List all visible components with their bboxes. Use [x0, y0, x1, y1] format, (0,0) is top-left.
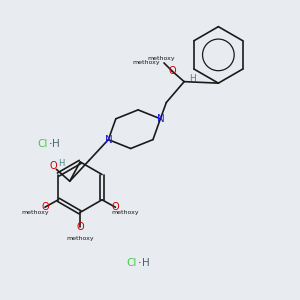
Text: ·: ·: [49, 139, 52, 149]
Text: ·: ·: [138, 258, 141, 268]
Text: methoxy: methoxy: [66, 236, 94, 241]
Text: O: O: [112, 202, 119, 212]
Text: O: O: [76, 222, 84, 232]
Text: N: N: [104, 135, 112, 145]
Text: methoxy: methoxy: [148, 56, 176, 61]
Text: methoxy: methoxy: [21, 210, 49, 215]
Text: methoxy: methoxy: [132, 60, 160, 65]
Text: O: O: [50, 161, 57, 171]
Text: H: H: [142, 258, 149, 268]
Text: H: H: [52, 139, 60, 149]
Text: H: H: [189, 74, 196, 82]
Text: methoxy: methoxy: [112, 210, 139, 215]
Text: N: N: [157, 114, 164, 124]
Text: H: H: [58, 159, 64, 168]
Text: Cl: Cl: [37, 139, 47, 149]
Text: Cl: Cl: [126, 258, 136, 268]
Text: O: O: [41, 202, 49, 212]
Text: O: O: [169, 66, 176, 76]
